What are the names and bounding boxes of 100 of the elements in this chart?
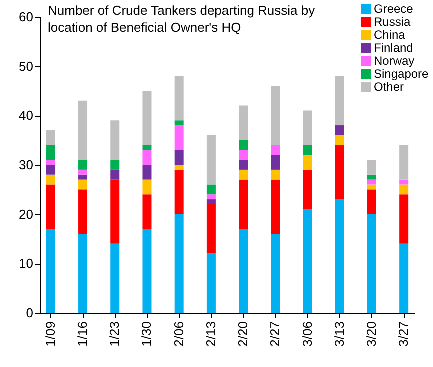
bar — [303, 209, 312, 313]
bar — [174, 120, 184, 126]
x-tick-label: 1/16 — [75, 322, 90, 347]
bar — [400, 184, 409, 195]
y-tick-label: 10 — [19, 256, 34, 272]
bar — [174, 170, 184, 214]
y-tick-label: 0 — [26, 306, 34, 320]
bar — [46, 174, 56, 185]
bar — [206, 254, 216, 313]
x-tick-label: 3/27 — [396, 322, 412, 347]
bar — [335, 145, 344, 200]
x-tick-label: 2/20 — [236, 322, 251, 347]
bar — [78, 190, 88, 234]
bar — [271, 170, 280, 180]
bar — [271, 180, 280, 234]
bar — [46, 130, 56, 146]
bar — [239, 160, 248, 170]
y-tick-label: 40 — [19, 108, 34, 124]
bar — [174, 214, 184, 313]
x-tick-label: 3/13 — [332, 322, 347, 347]
bar — [78, 170, 88, 175]
bar — [335, 200, 344, 313]
bar — [110, 180, 120, 244]
bar — [239, 140, 248, 150]
legend-label: China — [374, 28, 406, 42]
bar — [303, 145, 312, 156]
bar — [367, 180, 376, 185]
bar — [110, 160, 120, 170]
x-tick-label: 2/06 — [171, 322, 186, 347]
bar — [400, 194, 409, 244]
legend-label: Norway — [374, 54, 415, 68]
bar — [239, 229, 248, 313]
bar — [367, 214, 376, 313]
bar — [400, 180, 409, 185]
y-tick-label: 20 — [19, 206, 34, 222]
bar — [78, 180, 88, 190]
bar — [78, 234, 88, 313]
bar — [239, 150, 248, 160]
bar — [142, 150, 152, 165]
bar — [46, 160, 56, 165]
bar — [400, 244, 409, 313]
bar — [142, 229, 152, 313]
bar — [400, 145, 409, 180]
bar — [206, 135, 216, 185]
bar — [335, 76, 344, 126]
bar — [271, 234, 280, 313]
bar — [78, 100, 88, 160]
bar — [206, 194, 216, 200]
bar — [142, 91, 152, 146]
bar — [206, 200, 216, 204]
legend-label: Other — [374, 80, 404, 94]
bar — [303, 155, 312, 170]
legend-label: Russia — [374, 15, 412, 29]
x-tick-label: 2/13 — [203, 322, 218, 347]
bar — [335, 135, 344, 146]
bar — [239, 180, 248, 230]
chart-title: Number of Crude Tankers departing Russia by location of Beneficial Owner's HQ — [48, 3, 316, 35]
x-tick-label: 3/20 — [364, 322, 379, 347]
bar — [174, 165, 184, 170]
bar — [46, 184, 56, 230]
bar — [271, 86, 280, 146]
bar — [142, 180, 152, 195]
bar — [367, 184, 376, 190]
bar — [174, 150, 184, 165]
bar — [46, 165, 56, 175]
y-tick-label: 60 — [19, 10, 34, 24]
bar — [78, 174, 88, 180]
bar — [174, 76, 184, 121]
bar — [303, 110, 312, 146]
bar — [367, 174, 376, 180]
y-tick-label: 30 — [19, 158, 34, 172]
x-tick-label: 2/27 — [268, 322, 283, 347]
bar — [46, 145, 56, 160]
bar — [110, 244, 120, 313]
bar — [142, 194, 152, 230]
bar — [271, 145, 280, 156]
x-tick-label: 1/09 — [42, 322, 58, 347]
bar — [174, 126, 184, 150]
bar — [142, 165, 152, 180]
bar — [367, 160, 376, 175]
bar — [239, 106, 248, 140]
legend-label: Singapore — [374, 67, 430, 81]
bar — [110, 120, 120, 160]
bar — [367, 190, 376, 214]
y-tick-label: 50 — [19, 58, 34, 74]
bar — [206, 184, 216, 195]
x-tick-label: 1/23 — [107, 322, 122, 347]
bar — [239, 170, 248, 180]
bar — [46, 229, 56, 313]
bar — [271, 155, 280, 170]
bar — [335, 126, 344, 136]
bar — [142, 145, 152, 150]
bar — [78, 160, 88, 170]
x-tick-label: 3/06 — [300, 322, 315, 347]
legend-label: Finland — [374, 41, 414, 55]
bar — [303, 170, 312, 210]
bar — [110, 170, 120, 180]
legend-label: Greece — [374, 2, 414, 16]
x-tick-label: 1/30 — [139, 322, 154, 347]
bar — [206, 204, 216, 254]
